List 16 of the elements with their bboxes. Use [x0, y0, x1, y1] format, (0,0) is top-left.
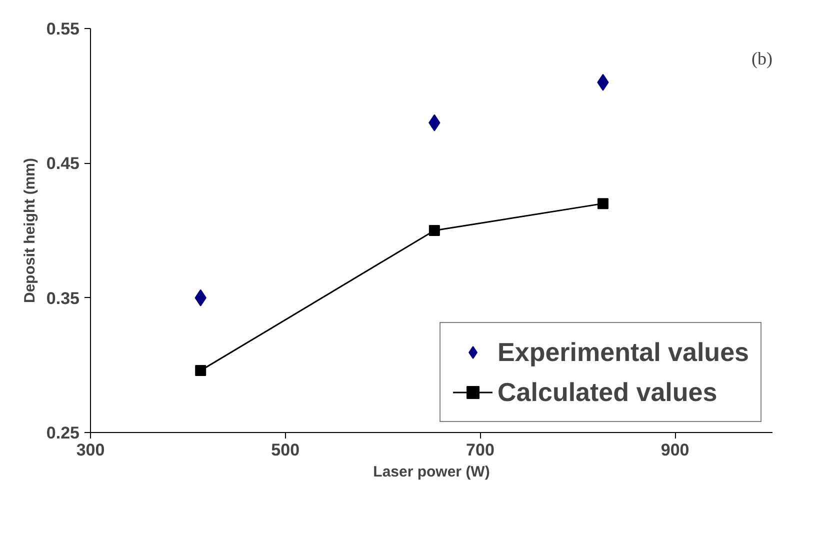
point [428, 225, 440, 236]
y-tick-label: 0.25 [46, 424, 80, 442]
point [195, 365, 206, 376]
x-tick-label: 900 [660, 440, 690, 460]
x-tick-label: 700 [466, 440, 494, 460]
x-axis-title: Laser power (W) [373, 464, 490, 480]
y-tick-label: 0.55 [46, 20, 80, 38]
x-tick-label: 300 [76, 440, 105, 460]
annotation: (b) [752, 48, 773, 68]
point [597, 198, 608, 210]
x-tick-label: 500 [271, 440, 300, 460]
y-tick-label: 0.45 [46, 154, 80, 174]
legend-label: Calculated values [498, 376, 718, 408]
y-axis-title: Deposit height (mm) [21, 158, 38, 303]
y-tick-label: 0.35 [46, 288, 80, 308]
legend-label: Experimental values [498, 336, 749, 368]
